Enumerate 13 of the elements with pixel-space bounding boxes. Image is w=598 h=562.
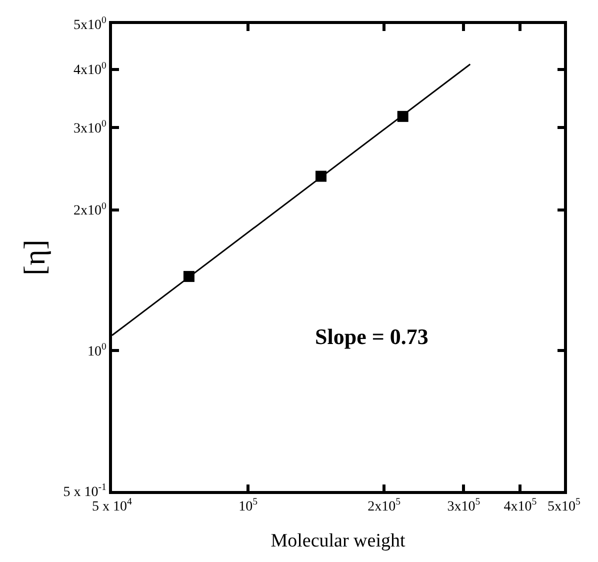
y-tick-label: 10$^{0}$ [88, 341, 107, 360]
y-tick-label: 3x10$^{0}$ [74, 118, 107, 136]
x-tick-label: 5x10$^{5}$ [548, 496, 581, 515]
y-tick-label: 5x10$^{0}$ [74, 15, 107, 33]
y-axis-title: [η] [18, 240, 52, 276]
x-tick-label: 4x10$^{5}$ [504, 496, 537, 515]
y-tick-label: 4x10$^{0}$ [74, 60, 107, 78]
x-tick-label: 2x10$^{5}$ [368, 496, 401, 515]
annotation: Slope = 0.73 [315, 324, 428, 349]
x-axis-title: Molecular weight [270, 530, 406, 552]
x-tick-label: 3x10$^{5}$ [447, 496, 480, 515]
y-tick-label: 2x10$^{0}$ [74, 200, 107, 219]
x-tick-label: 10$^{5}$ [238, 496, 258, 515]
